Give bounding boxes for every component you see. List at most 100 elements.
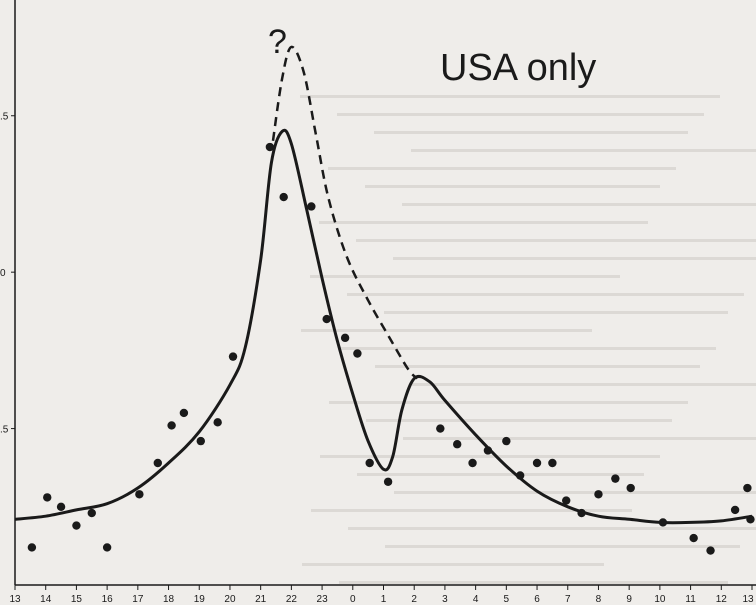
bleed-through-line — [365, 185, 660, 188]
data-point — [167, 421, 176, 430]
data-point — [706, 546, 715, 555]
y-axis-ticks: .5 0 .5 — [0, 112, 15, 436]
data-point — [135, 490, 144, 499]
bleed-through-line — [402, 203, 756, 206]
data-point — [743, 483, 752, 493]
bleed-through-line — [403, 437, 756, 440]
data-point — [502, 436, 511, 446]
x-tick-label: 11 — [685, 594, 696, 605]
x-tick-label: 22 — [286, 594, 298, 605]
bleed-through-text — [300, 95, 756, 584]
data-point — [340, 333, 350, 343]
x-tick-label: 20 — [224, 594, 236, 605]
x-tick-label: 13 — [742, 594, 754, 605]
data-point — [153, 458, 162, 468]
x-tick-label: 2 — [411, 594, 417, 605]
data-point — [730, 505, 740, 515]
x-tick-label: 21 — [255, 594, 267, 605]
data-point — [72, 521, 81, 530]
bleed-through-line — [301, 329, 592, 332]
bleed-through-line — [412, 383, 756, 386]
data-point — [548, 458, 557, 468]
data-point — [307, 202, 316, 211]
data-point — [265, 142, 275, 152]
bleed-through-line — [329, 401, 688, 404]
x-tick-label: 8 — [596, 594, 602, 605]
x-tick-label: 19 — [194, 594, 206, 605]
bleed-through-line — [337, 113, 704, 116]
x-tick-label: 7 — [565, 594, 571, 605]
bleed-through-line — [302, 563, 604, 566]
bleed-through-line — [394, 491, 756, 494]
data-point — [658, 518, 668, 527]
x-tick-label: 15 — [71, 594, 83, 605]
data-point — [196, 436, 205, 446]
data-point — [689, 533, 698, 543]
x-tick-label: 6 — [534, 594, 540, 605]
data-point — [468, 458, 477, 468]
bleed-through-line — [347, 293, 744, 296]
bleed-through-line — [374, 131, 688, 134]
x-axis-ticks: 13 14 15 16 17 18 19 20 21 22 23 0 1 2 3 4 5 6 7 8 9 10 11 12 13 — [9, 585, 754, 605]
data-point — [436, 424, 445, 433]
data-point — [27, 543, 37, 552]
bleed-through-line — [320, 455, 660, 458]
bleed-through-line — [357, 473, 644, 476]
x-tick-label: 1 — [381, 594, 387, 605]
bleed-through-line — [366, 419, 672, 422]
bleed-through-line — [384, 311, 728, 314]
data-point — [279, 192, 288, 202]
x-tick-label: 23 — [317, 594, 329, 605]
bleed-through-line — [300, 95, 720, 98]
data-point — [515, 471, 525, 480]
data-point — [577, 508, 586, 518]
dashed-curve-line — [271, 45, 419, 380]
bleed-through-line — [339, 581, 728, 584]
x-tick-label: 4 — [473, 594, 479, 605]
bleed-through-line — [385, 545, 740, 548]
y-tick-label: .5 — [0, 425, 9, 436]
data-point — [594, 490, 603, 499]
x-tick-label: 18 — [163, 594, 175, 605]
x-tick-label: 0 — [350, 594, 356, 605]
x-tick-label: 12 — [716, 594, 728, 605]
bleed-through-line — [393, 257, 756, 260]
bleed-through-line — [348, 527, 756, 530]
data-point — [626, 483, 635, 493]
data-point — [453, 440, 462, 449]
x-tick-label: 9 — [626, 594, 632, 605]
x-tick-label: 13 — [9, 594, 21, 605]
data-point — [353, 349, 362, 358]
data-point — [56, 502, 66, 511]
bleed-through-line — [411, 149, 756, 152]
data-point — [322, 314, 331, 324]
data-point — [611, 474, 620, 483]
data-point — [483, 446, 493, 455]
x-tick-label: 16 — [102, 594, 114, 605]
data-point — [228, 352, 238, 361]
question-mark-label: ? — [268, 23, 287, 61]
data-point — [383, 477, 393, 486]
bleed-through-line — [310, 275, 620, 278]
x-tick-label: 17 — [132, 594, 144, 605]
data-point — [43, 493, 52, 502]
x-tick-label: 5 — [504, 594, 510, 605]
bleed-through-line — [375, 365, 700, 368]
data-point — [746, 515, 755, 524]
x-tick-label: 3 — [442, 594, 448, 605]
data-point — [532, 458, 542, 468]
usa-only-label: USA only — [440, 47, 596, 89]
x-tick-label: 10 — [654, 594, 666, 605]
data-point — [179, 408, 189, 418]
data-point — [87, 508, 96, 518]
data-points — [27, 142, 755, 555]
bleed-through-line — [319, 221, 648, 224]
y-tick-label: .5 — [0, 112, 9, 123]
bleed-through-line — [356, 239, 756, 242]
data-point — [102, 543, 112, 552]
bleed-through-line — [311, 509, 632, 512]
data-point — [562, 496, 571, 505]
y-tick-label: 0 — [0, 268, 6, 279]
bleed-through-line — [328, 167, 676, 170]
